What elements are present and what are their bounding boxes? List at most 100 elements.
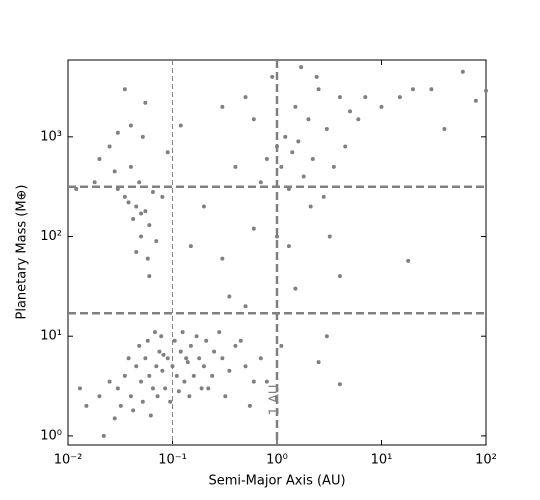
point — [143, 209, 148, 214]
point — [199, 386, 204, 391]
point — [314, 74, 319, 79]
point — [306, 117, 311, 122]
point — [264, 379, 269, 384]
point — [279, 164, 284, 169]
point — [137, 180, 142, 185]
point — [247, 403, 252, 408]
x-tick-label: 10⁻¹ — [158, 453, 187, 468]
point — [363, 95, 368, 100]
point — [194, 334, 199, 339]
point — [154, 364, 159, 369]
point — [310, 156, 315, 161]
point — [227, 294, 232, 299]
point — [290, 150, 295, 155]
point — [148, 413, 153, 418]
point — [484, 88, 488, 93]
point — [251, 379, 256, 384]
point — [279, 343, 284, 348]
point — [286, 244, 291, 249]
point — [145, 256, 150, 261]
point — [159, 334, 164, 339]
point — [217, 330, 222, 335]
point — [77, 386, 82, 391]
point — [147, 274, 152, 279]
point — [220, 356, 225, 361]
point — [184, 356, 189, 361]
point — [293, 286, 298, 291]
point — [131, 216, 136, 221]
point — [139, 379, 144, 384]
point — [258, 180, 263, 185]
point — [321, 194, 326, 199]
point — [84, 403, 89, 408]
y-tick-label: 10² — [40, 229, 62, 244]
point — [356, 117, 361, 122]
x-tick-label: 10² — [475, 453, 497, 468]
y-tick-label: 10⁰ — [40, 428, 62, 443]
point — [187, 394, 192, 399]
point — [174, 373, 179, 378]
point — [473, 98, 478, 103]
point — [128, 394, 133, 399]
point — [118, 403, 123, 408]
point — [163, 386, 168, 391]
x-tick-label: 10¹ — [371, 453, 393, 468]
point — [293, 104, 298, 109]
point — [251, 226, 256, 231]
point — [233, 343, 238, 348]
point — [139, 234, 144, 239]
point — [220, 256, 225, 261]
point — [201, 204, 206, 209]
point — [258, 356, 263, 361]
point — [92, 180, 97, 185]
point — [165, 356, 170, 361]
point — [460, 69, 465, 74]
point — [122, 373, 127, 378]
point — [176, 389, 181, 394]
point — [348, 109, 353, 114]
point — [126, 200, 131, 205]
point — [243, 95, 248, 100]
point — [140, 399, 145, 404]
point — [182, 379, 187, 384]
point — [147, 373, 152, 378]
point — [397, 95, 402, 100]
x-tick-label: 10⁻² — [54, 453, 83, 468]
point — [128, 123, 133, 128]
point — [122, 194, 127, 199]
point — [238, 338, 243, 343]
point — [337, 95, 342, 100]
point — [204, 338, 209, 343]
point — [410, 87, 415, 92]
point — [379, 104, 384, 109]
point — [168, 399, 173, 404]
point — [154, 239, 159, 244]
point — [223, 394, 228, 399]
x-axis-label: Semi-Major Axis (AU) — [208, 474, 345, 489]
point — [107, 144, 112, 149]
point — [180, 330, 185, 335]
point — [212, 349, 217, 354]
point — [243, 364, 248, 369]
point — [406, 258, 411, 263]
point — [191, 373, 196, 378]
point — [178, 349, 183, 354]
point — [134, 364, 139, 369]
point — [324, 126, 329, 131]
point — [145, 338, 150, 343]
point — [210, 373, 215, 378]
point — [161, 352, 166, 357]
point — [143, 100, 148, 105]
x-tick-label: 10⁰ — [266, 453, 288, 468]
point — [331, 164, 336, 169]
point — [160, 368, 165, 373]
point — [308, 204, 313, 209]
point — [178, 123, 183, 128]
point — [150, 189, 155, 194]
point — [139, 211, 144, 216]
point — [206, 386, 211, 391]
point — [140, 134, 145, 139]
point — [115, 386, 120, 391]
point — [188, 244, 193, 249]
